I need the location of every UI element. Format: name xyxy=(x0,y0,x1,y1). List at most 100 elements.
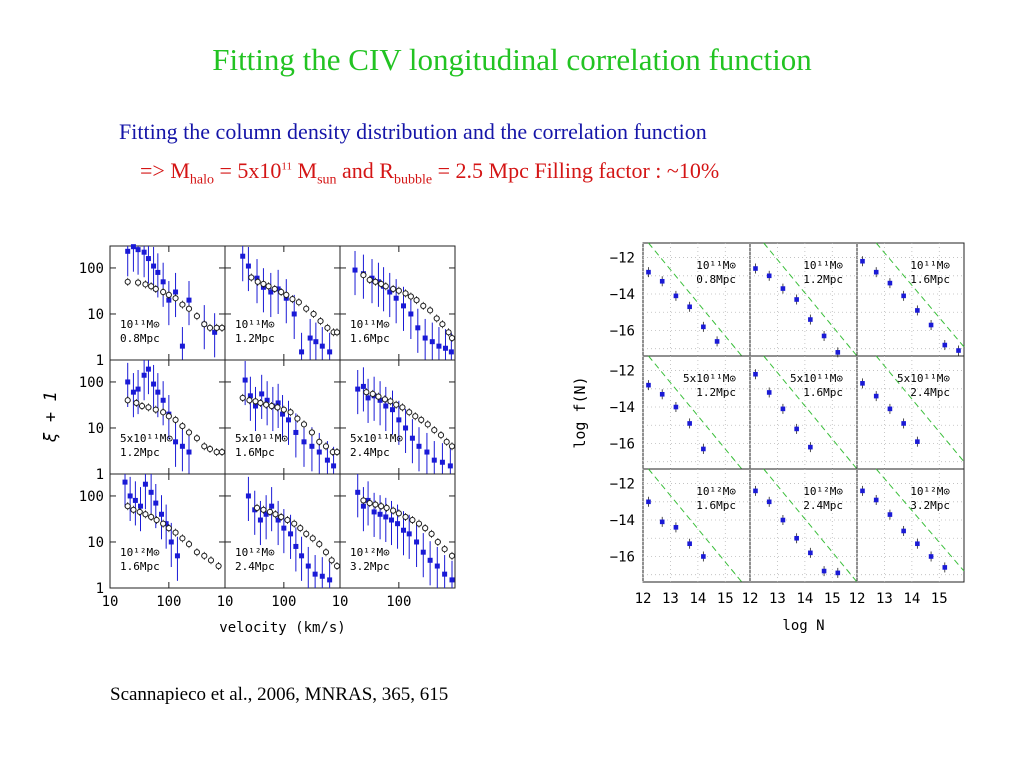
data-point xyxy=(427,307,434,314)
data-point xyxy=(124,397,131,404)
data-point xyxy=(372,501,379,508)
data-point xyxy=(310,310,317,318)
data-point xyxy=(448,334,456,342)
model-point xyxy=(687,421,692,426)
model-point xyxy=(365,497,371,503)
model-point xyxy=(257,517,263,523)
model-point xyxy=(766,273,772,279)
data-point xyxy=(246,397,253,404)
panel-label-mass: 10¹¹M⊙ xyxy=(235,318,275,331)
y-tick-label: 100 xyxy=(79,375,104,391)
data-point xyxy=(375,393,382,400)
y-tick-label: −14 xyxy=(610,287,635,303)
y-tick-label: −12 xyxy=(610,477,635,493)
panel-label-radius: 0.8Mpc xyxy=(120,332,160,345)
model-point xyxy=(901,421,906,426)
data-point xyxy=(148,513,155,521)
model-point xyxy=(449,577,455,583)
result-msun-text: M xyxy=(292,158,318,183)
data-point xyxy=(448,443,456,450)
data-point xyxy=(443,438,450,445)
y-axis-label: log f(N) xyxy=(571,376,589,448)
data-point xyxy=(165,525,172,532)
fit-line xyxy=(763,242,858,357)
model-point xyxy=(127,493,133,499)
panel-label-mass: 10¹²M⊙ xyxy=(235,546,275,559)
fit-result-line: => Mhalo = 5x1011 Msun and Rbubble = 2.5… xyxy=(140,158,719,188)
model-point xyxy=(327,349,333,355)
model-point xyxy=(427,557,433,563)
data-point xyxy=(179,301,186,308)
data-point xyxy=(193,435,201,442)
model-point xyxy=(166,297,172,303)
x-tick-label: 10 xyxy=(217,594,234,610)
data-point xyxy=(413,297,420,304)
data-point xyxy=(201,321,208,328)
model-point xyxy=(141,372,147,378)
data-point xyxy=(387,398,394,405)
x-tick-label: 100 xyxy=(271,594,296,610)
panel-label-mass: 10¹²M⊙ xyxy=(350,546,390,559)
model-point xyxy=(275,400,281,406)
model-point xyxy=(415,325,421,331)
model-point xyxy=(766,499,772,505)
data-point xyxy=(390,285,397,293)
model-point xyxy=(915,541,920,547)
model-point xyxy=(714,339,720,344)
model-point xyxy=(254,275,260,281)
model-point xyxy=(780,517,786,523)
model-point xyxy=(808,317,813,322)
model-point xyxy=(135,386,141,392)
panel-label-radius: 1.6Mpc xyxy=(910,273,950,286)
data-point xyxy=(433,315,440,322)
y-tick-label: −12 xyxy=(610,364,635,380)
model-point xyxy=(416,443,422,449)
model-point xyxy=(130,389,136,395)
y-tick-label: 1 xyxy=(96,353,104,369)
data-point xyxy=(193,312,201,320)
data-point xyxy=(179,535,186,542)
model-point xyxy=(168,539,174,545)
model-point xyxy=(383,403,389,409)
model-point xyxy=(659,519,665,525)
x-tick-label: 13 xyxy=(662,591,679,607)
model-point xyxy=(808,444,813,450)
data-point xyxy=(366,276,373,284)
data-point xyxy=(317,318,324,325)
model-point xyxy=(245,493,251,499)
model-point xyxy=(138,503,144,509)
model-point xyxy=(280,411,286,417)
y-tick-label: 10 xyxy=(87,535,104,551)
data-point xyxy=(360,271,367,279)
model-point xyxy=(355,489,361,495)
data-point xyxy=(390,507,397,514)
x-tick-label: 10 xyxy=(332,594,349,610)
panel-label-mass: 10¹¹M⊙ xyxy=(910,259,950,272)
model-point xyxy=(130,244,136,250)
model-point xyxy=(299,349,305,355)
model-point xyxy=(794,297,799,302)
data-point xyxy=(179,422,186,430)
model-point xyxy=(887,512,893,517)
data-point xyxy=(418,416,425,423)
data-point xyxy=(172,416,179,423)
data-point xyxy=(268,402,275,410)
model-point xyxy=(253,403,259,409)
data-point xyxy=(284,516,291,524)
fit-line xyxy=(875,355,965,463)
data-point xyxy=(201,552,208,559)
data-point xyxy=(407,293,414,300)
x-tick-label: 100 xyxy=(156,594,181,610)
model-point xyxy=(766,390,772,395)
model-point xyxy=(324,457,330,463)
fit-line xyxy=(648,468,743,583)
model-point xyxy=(212,329,218,335)
panel-label-mass: 5x10¹¹M⊙ xyxy=(790,372,843,385)
data-point xyxy=(172,295,179,302)
panel-label-radius: 1.6Mpc xyxy=(696,499,736,512)
data-point xyxy=(185,429,193,436)
model-point xyxy=(142,481,148,487)
model-point xyxy=(753,266,758,271)
y-tick-label: 100 xyxy=(79,489,104,505)
